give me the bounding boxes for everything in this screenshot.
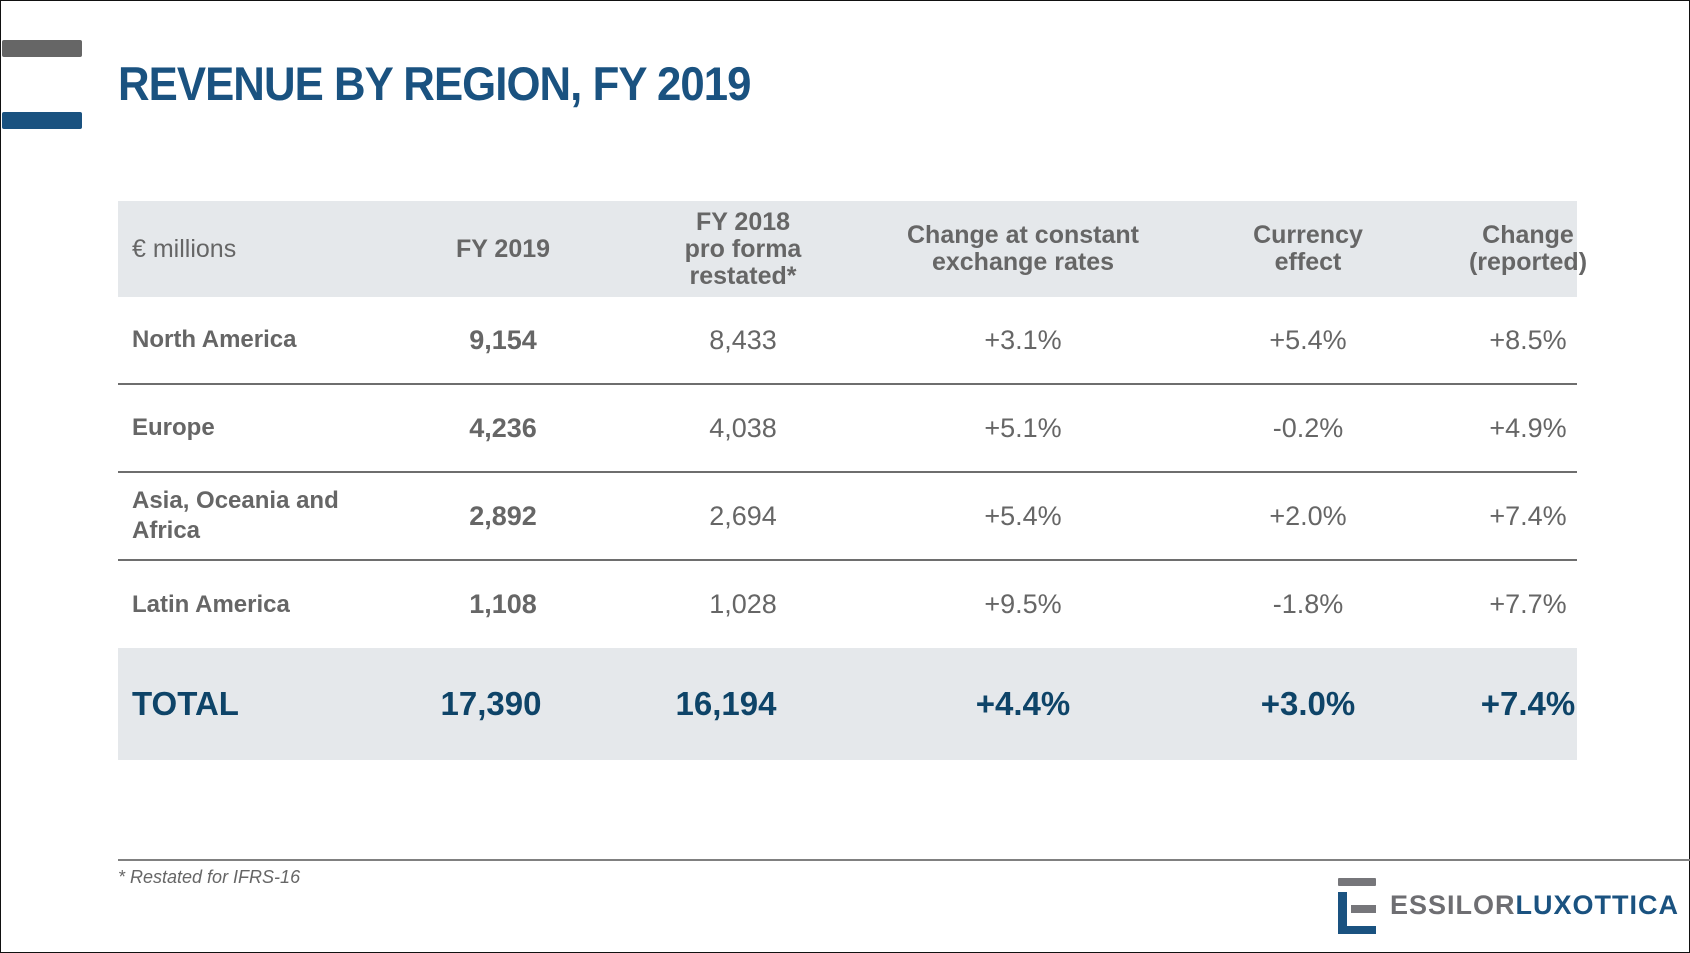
cell-reported: +8.5% [1489, 324, 1567, 355]
revenue-table: € millions FY 2019 FY 2018 pro forma resta… [118, 201, 1587, 760]
header-constant-change: Change at constant exchange rates [907, 221, 1139, 276]
footnote: * Restated for IFRS-16 [118, 867, 301, 887]
cell-fy2018: 1,028 [709, 589, 777, 619]
header-fy2019: FY 2019 [455, 234, 551, 263]
cell-fy2019: 4,236 [469, 412, 537, 443]
table-row: Europe 4,236 4,038 +5.1% -0.2% +4.9% [118, 385, 1577, 473]
total-label: TOTAL [132, 685, 239, 722]
cell-reported: +4.9% [1489, 412, 1567, 443]
cell-region: Asia, Oceania and Africa [132, 487, 339, 544]
header-units: € millions [132, 234, 237, 263]
total-fy2018: 16,194 [675, 685, 777, 722]
cell-constant: +5.4% [984, 500, 1062, 531]
cell-region: Europe [132, 414, 215, 441]
cell-region: North America [132, 326, 297, 353]
footer-divider [118, 859, 1690, 861]
table-row: Asia, Oceania and Africa 2,892 2,694 +5.4% +… [118, 473, 1577, 561]
table-row: North America 9,154 8,433 +3.1% +5.4% +8.5% [118, 297, 1577, 385]
cell-reported: +7.4% [1489, 500, 1567, 531]
cell-constant: +9.5% [984, 589, 1062, 619]
cell-constant: +3.1% [984, 324, 1062, 355]
cell-reported: +7.7% [1489, 589, 1567, 619]
logo-wordmark: ESSILORLUXOTTICA [1390, 890, 1680, 920]
cell-constant: +5.1% [984, 412, 1062, 443]
slide-title: REVENUE BY REGION, FY 2019 [118, 57, 751, 110]
table-row: Latin America 1,108 1,028 +9.5% -1.8% +7.7% [118, 561, 1577, 648]
cell-fy2019: 2,892 [469, 500, 537, 531]
header-fy2018: FY 2018 pro forma restated* [684, 207, 802, 290]
company-logo: ESSILORLUXOTTICA [1338, 878, 1678, 934]
cell-fy2018: 8,433 [709, 324, 777, 355]
cell-fy2018: 4,038 [709, 412, 777, 443]
cell-currency: +2.0% [1269, 500, 1347, 531]
cell-fy2019: 9,154 [469, 324, 537, 355]
decor-bar-grey [2, 40, 82, 57]
total-reported: +7.4% [1480, 685, 1576, 722]
total-constant: +4.4% [975, 685, 1071, 722]
cell-currency: -0.2% [1272, 412, 1344, 443]
decor-bar-blue [2, 112, 82, 129]
cell-fy2018: 2,694 [709, 500, 777, 531]
logo-e-icon [1338, 878, 1376, 934]
total-row: TOTAL 17,390 16,194 +4.4% +3.0% +7.4% [118, 648, 1577, 760]
cell-region: Latin America [132, 590, 290, 618]
total-currency: +3.0% [1260, 685, 1356, 722]
cell-currency: -1.8% [1272, 589, 1344, 619]
table-header: € millions FY 2019 FY 2018 pro forma resta… [118, 201, 1587, 297]
cell-fy2019: 1,108 [469, 589, 537, 619]
header-reported-change: Change (reported) [1468, 221, 1588, 276]
header-currency-effect: Currency effect [1253, 221, 1363, 276]
cell-currency: +5.4% [1269, 324, 1347, 355]
total-fy2019: 17,390 [440, 685, 542, 722]
